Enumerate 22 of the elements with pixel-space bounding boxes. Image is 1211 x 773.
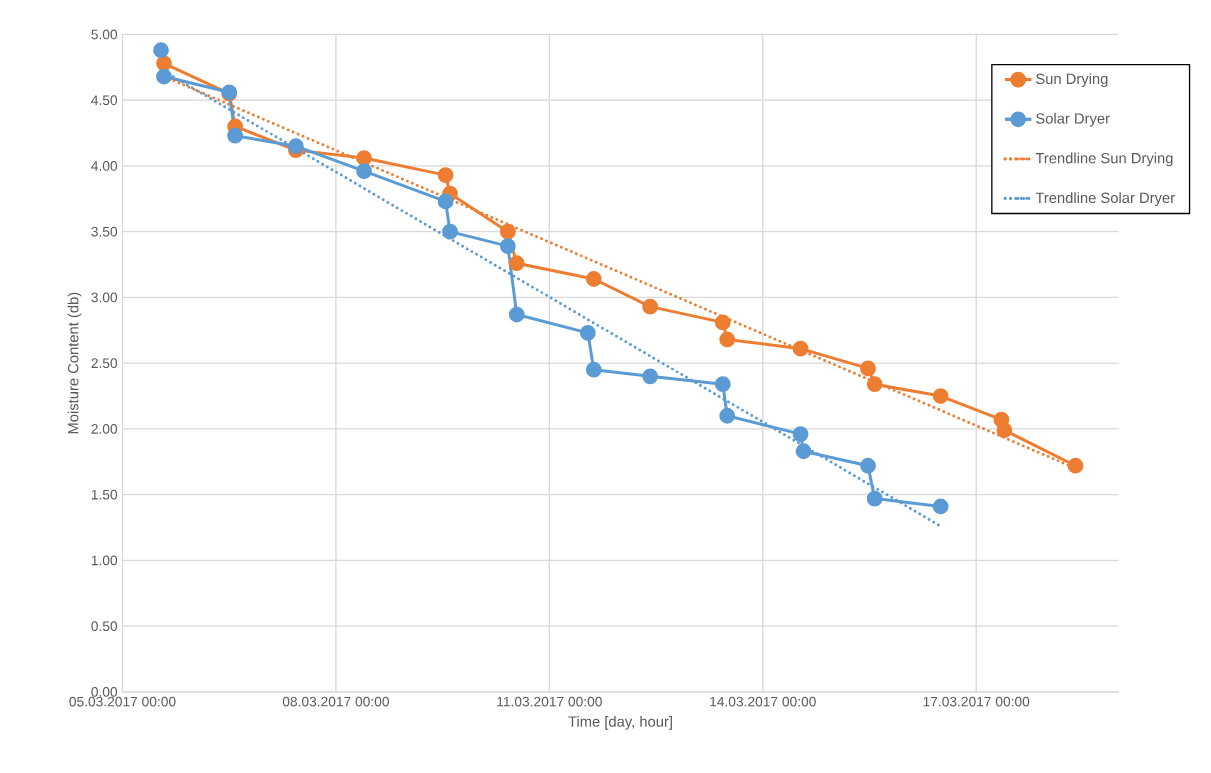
legend-label: Trendline Sun Drying: [1035, 152, 1173, 167]
x-tick-label: 08.03.2017 00:00: [282, 696, 389, 707]
y-axis-title: Moisture Content (db): [67, 292, 82, 434]
y-tick-label: 4.50: [91, 95, 118, 106]
x-tick-label: 14.03.2017 00:00: [710, 696, 816, 707]
y-tick-label: 2.50: [91, 358, 118, 369]
y-tick-label: 4.00: [91, 161, 118, 172]
x-tick-label: 11.03.2017 00:00: [497, 696, 602, 707]
legend-label: Solar Dryer: [1036, 113, 1110, 127]
y-tick-label: 3.00: [91, 292, 118, 303]
y-tick-label: 1.50: [91, 489, 118, 500]
x-axis-title: Time [day, hour]: [568, 716, 672, 730]
y-tick-label: 2.00: [91, 424, 118, 434]
y-tick-label: 0.00: [91, 687, 118, 697]
y-tick-label: 0.50: [91, 621, 118, 632]
legend-label: Sun Drying: [1036, 73, 1108, 88]
y-tick-label: 3.50: [91, 227, 118, 237]
x-tick-label: 05.03.2017 00:00: [69, 696, 176, 707]
y-tick-label: 5.00: [91, 29, 118, 40]
legend-label: Trendline Solar Dryer: [1035, 192, 1175, 207]
x-tick-label: 17.03.2017 00:00: [923, 696, 1030, 707]
y-tick-label: 1.00: [91, 555, 118, 566]
